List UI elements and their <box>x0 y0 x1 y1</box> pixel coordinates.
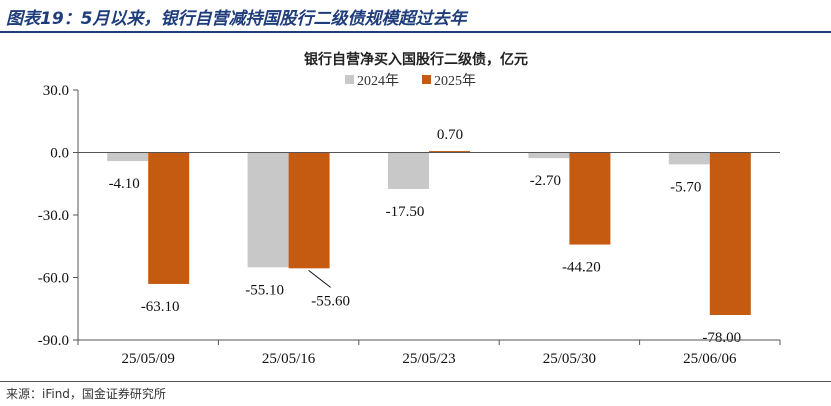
legend-label-2025: 2025年 <box>434 73 476 89</box>
legend-swatch-2024 <box>345 75 354 84</box>
x-tick-label: 25/05/09 <box>122 351 175 367</box>
x-axis: 25/05/09 25/05/16 25/05/23 25/05/30 25/06/06 <box>77 152 781 367</box>
title-rule <box>0 31 831 33</box>
bar-2024 <box>388 152 429 189</box>
data-labels: -4.10 -63.10 -55.10 -55.60 -17.50 0.70 -2.70 -4… <box>109 127 742 346</box>
chart-title: 银行自营净买入国股行二级债，亿元 <box>304 51 528 68</box>
y-tick-label: -60.0 <box>38 271 69 287</box>
data-label-2025: -55.60 <box>311 293 350 309</box>
data-label-2025: 0.70 <box>437 127 463 143</box>
footer-rule <box>0 381 831 382</box>
data-label-2024: -17.50 <box>386 204 425 220</box>
bar-2025 <box>709 152 751 315</box>
data-label-2025: -44.20 <box>562 260 601 276</box>
legend: 2024年 2025年 <box>345 73 476 89</box>
data-label-2024: -55.10 <box>245 282 284 298</box>
bar-2024 <box>107 152 149 162</box>
y-tick-label: 0.0 <box>50 146 69 162</box>
bar-2025 <box>148 152 190 284</box>
x-tick-label: 25/06/06 <box>683 351 737 367</box>
bar-2025 <box>569 152 611 245</box>
y-axis: 30.0 0.0 -30.0 -60.0 -90.0 <box>38 83 79 349</box>
x-tick-label: 25/05/16 <box>262 351 316 367</box>
bar-2024 <box>247 152 289 268</box>
x-tick-label: 25/05/30 <box>543 351 596 367</box>
data-label-2024: -2.70 <box>530 173 561 189</box>
bar-2024 <box>668 152 710 165</box>
bar-2025 <box>429 151 470 153</box>
data-label-2024: -5.70 <box>670 179 701 195</box>
leader-line <box>308 269 331 288</box>
bar-2025 <box>288 152 330 269</box>
bars <box>107 151 751 315</box>
y-tick-label: -90.0 <box>38 333 69 349</box>
x-tick-label: 25/05/23 <box>402 351 455 367</box>
data-label-2024: -4.10 <box>109 176 140 192</box>
data-label-2025: -78.00 <box>702 330 741 346</box>
source-note: 来源：iFind，国金证券研究所 <box>6 387 166 401</box>
y-tick-label: 30.0 <box>43 83 69 99</box>
legend-swatch-2025 <box>422 75 431 84</box>
legend-label-2024: 2024年 <box>357 73 399 89</box>
y-tick-label: -30.0 <box>38 208 69 224</box>
bar-2024 <box>528 152 570 159</box>
data-label-2025: -63.10 <box>141 299 180 315</box>
figure-title: 图表19：5月以来，银行自营减持国股行二级债规模超过去年 <box>6 9 467 29</box>
bar-chart: 银行自营净买入国股行二级债，亿元 2024年 2025年 30.0 0.0 -30.0… <box>38 51 781 367</box>
